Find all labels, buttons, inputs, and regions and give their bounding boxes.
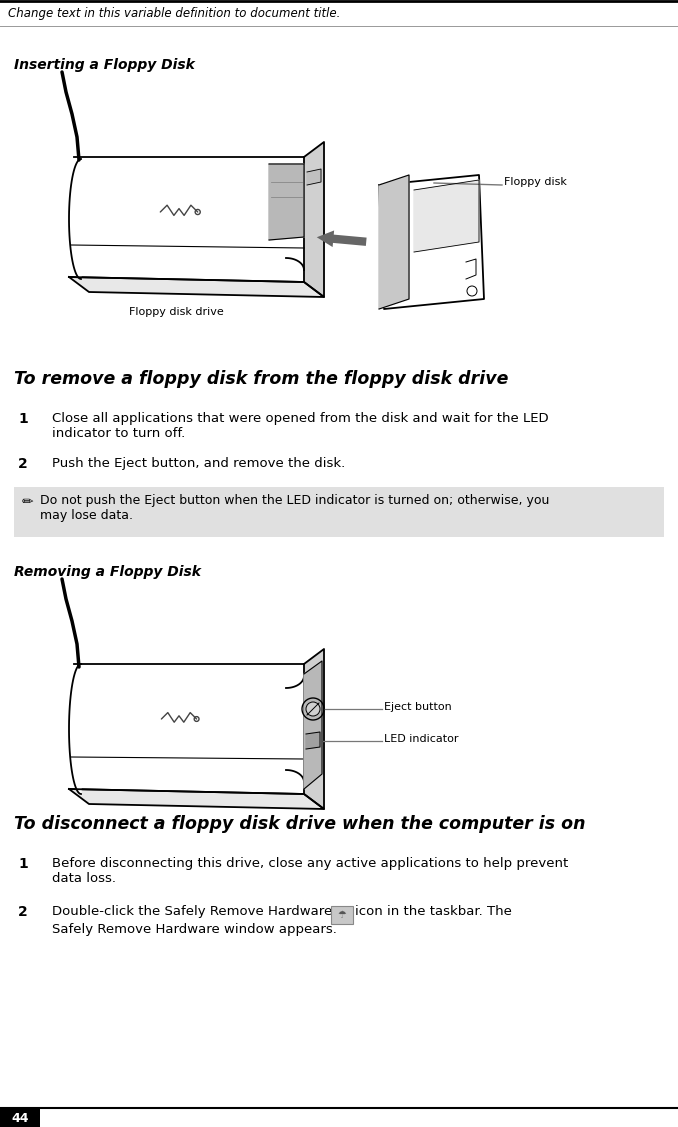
Text: Eject button: Eject button [384,702,452,712]
Polygon shape [69,789,324,809]
Text: To disconnect a floppy disk drive when the computer is on: To disconnect a floppy disk drive when t… [14,815,586,833]
Text: Change text in this variable definition to document title.: Change text in this variable definition … [8,8,340,20]
Text: icon in the taskbar. The: icon in the taskbar. The [355,905,512,919]
FancyBboxPatch shape [331,906,353,924]
Text: Close all applications that were opened from the disk and wait for the LED
indic: Close all applications that were opened … [52,412,549,440]
FancyBboxPatch shape [14,487,664,536]
Polygon shape [69,664,81,795]
Text: ✏: ✏ [22,495,34,509]
Polygon shape [304,649,324,809]
Polygon shape [69,159,81,279]
Polygon shape [379,175,484,309]
Text: Inserting a Floppy Disk: Inserting a Floppy Disk [14,57,195,72]
Text: 44: 44 [12,1111,28,1125]
Polygon shape [466,259,476,279]
Text: Floppy disk: Floppy disk [504,177,567,187]
Text: 2: 2 [18,458,28,471]
FancyArrowPatch shape [317,230,367,247]
Polygon shape [269,165,304,240]
Polygon shape [69,157,304,282]
Text: Do not push the Eject button when the LED indicator is turned on; otherwise, you: Do not push the Eject button when the LE… [40,494,549,522]
Text: Floppy disk drive: Floppy disk drive [129,307,224,317]
Text: LED indicator: LED indicator [384,734,458,744]
Polygon shape [307,169,321,185]
FancyBboxPatch shape [0,1108,40,1127]
Polygon shape [69,664,304,795]
Text: Double-click the Safely Remove Hardware: Double-click the Safely Remove Hardware [52,905,332,919]
Text: Push the Eject button, and remove the disk.: Push the Eject button, and remove the di… [52,458,345,470]
Text: Safely Remove Hardware window appears.: Safely Remove Hardware window appears. [52,923,337,937]
Text: ☂: ☂ [338,909,346,920]
Text: 2: 2 [18,905,28,919]
Polygon shape [414,180,479,252]
Polygon shape [306,733,320,749]
Circle shape [306,702,320,716]
Text: 1: 1 [18,857,28,871]
Text: Removing a Floppy Disk: Removing a Floppy Disk [14,565,201,579]
Polygon shape [304,142,324,298]
Polygon shape [379,175,409,309]
Text: To remove a floppy disk from the floppy disk drive: To remove a floppy disk from the floppy … [14,370,508,388]
Text: Before disconnecting this drive, close any active applications to help prevent
d: Before disconnecting this drive, close a… [52,857,568,885]
Polygon shape [69,277,324,298]
Text: 1: 1 [18,412,28,426]
Polygon shape [304,662,322,789]
